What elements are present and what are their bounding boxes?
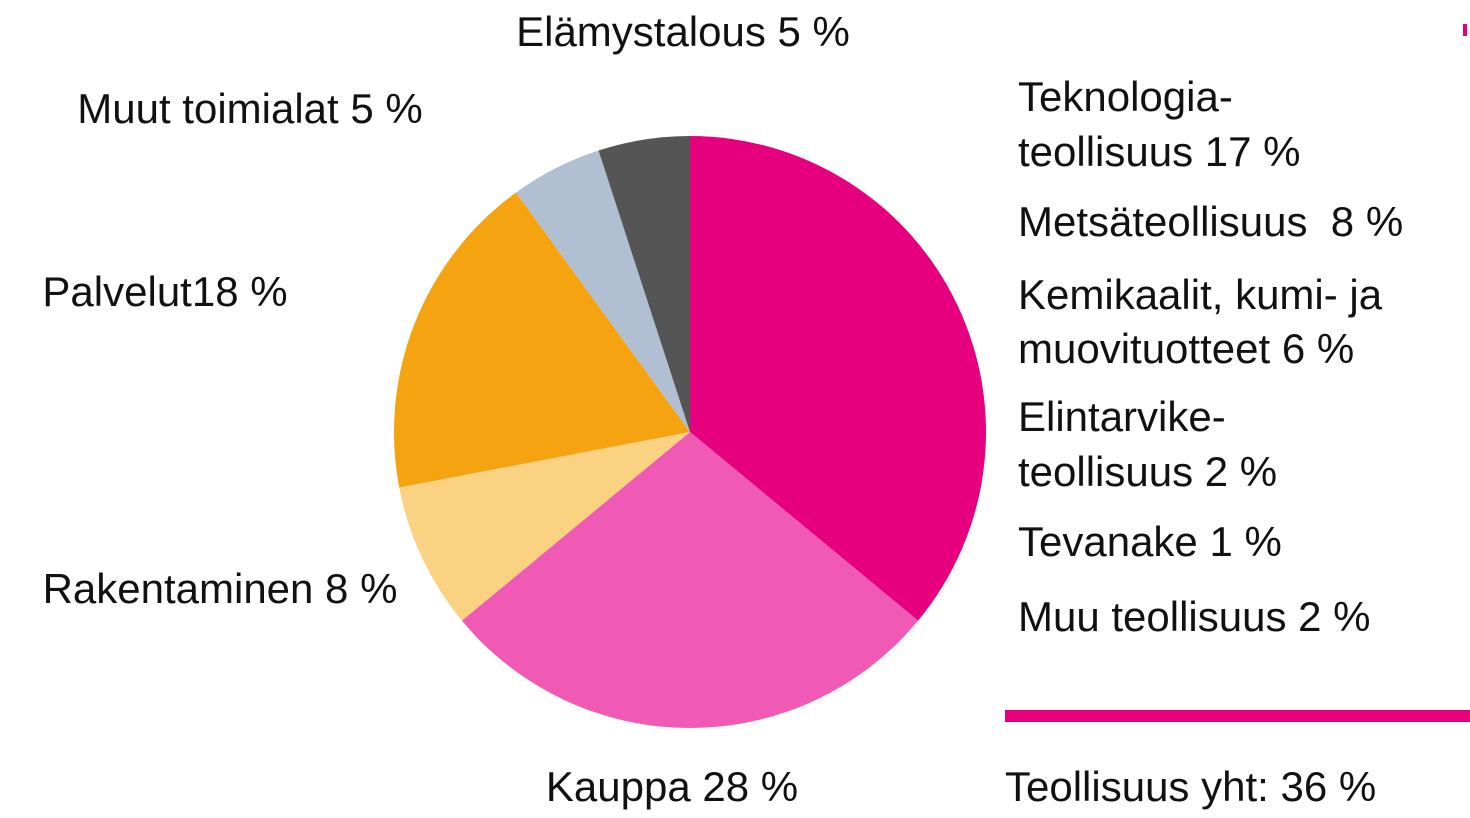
breakdown-item: Muu teollisuus 2 %	[1018, 593, 1371, 640]
breakdown-item: Elintarvike-	[1018, 393, 1226, 440]
pie-slice	[393, 192, 690, 488]
breakdown-item: teollisuus 2 %	[1018, 448, 1277, 495]
pie-slice	[516, 150, 690, 432]
breakdown-item: Kemikaalit, kumi- ja	[1018, 271, 1383, 318]
pie-slice	[399, 432, 690, 621]
slice-label: Palvelut18 %	[42, 268, 287, 315]
slice-label: Elämystalous 5 %	[516, 8, 850, 55]
corner-mark	[1463, 24, 1467, 36]
pie-slice	[461, 432, 919, 728]
slice-label: Teollisuus yht: 36 %	[1005, 763, 1376, 810]
breakdown-item: Tevanake 1 %	[1018, 518, 1282, 565]
breakdown-item: muovituotteet 6 %	[1018, 325, 1354, 372]
pie-slice	[690, 136, 986, 621]
slice-label: Kauppa 28 %	[546, 763, 798, 810]
pie-slice	[598, 136, 690, 432]
slice-label: Muut toimialat 5 %	[77, 85, 422, 132]
breakdown-item: teollisuus 17 %	[1018, 128, 1301, 175]
breakdown-item: Teknologia-	[1018, 73, 1233, 120]
slice-label: Rakentaminen 8 %	[43, 565, 398, 612]
breakdown-item: Metsäteollisuus 8 %	[1018, 198, 1403, 245]
